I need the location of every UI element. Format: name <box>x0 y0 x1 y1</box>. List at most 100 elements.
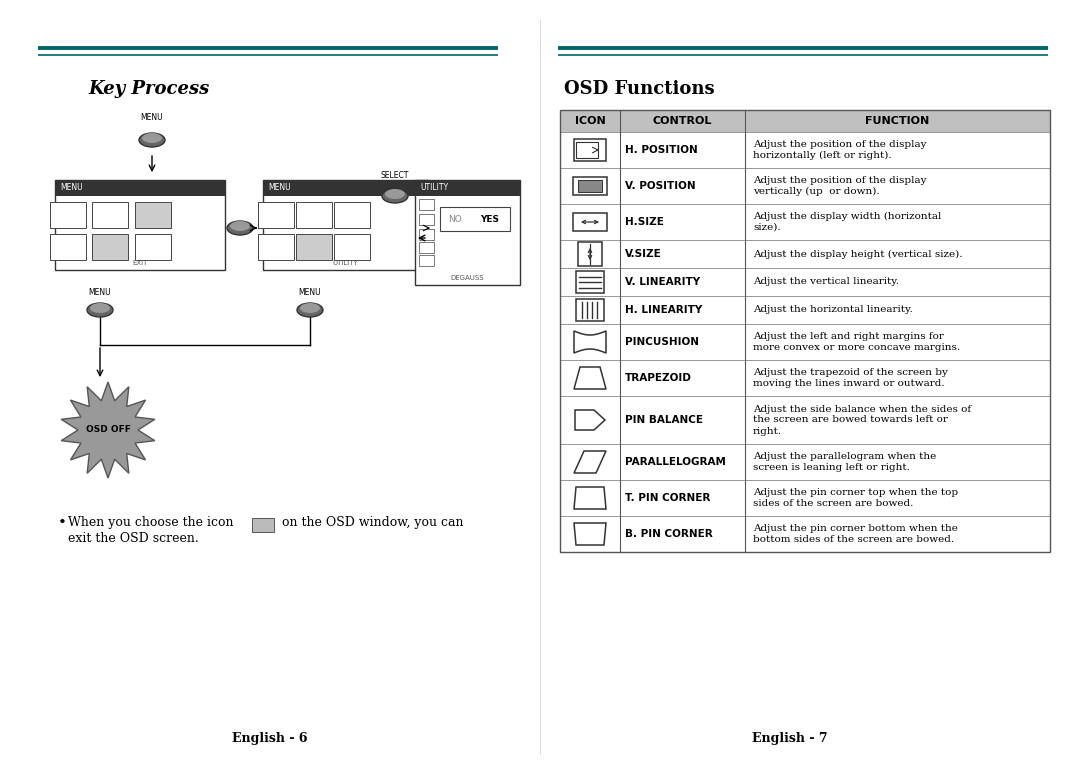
Text: H. LINEARITY: H. LINEARITY <box>625 305 702 315</box>
Ellipse shape <box>141 133 162 143</box>
Text: Key Process: Key Process <box>87 80 210 98</box>
Bar <box>419 214 434 225</box>
Text: English - 7: English - 7 <box>752 732 827 745</box>
Text: Adjust the vertical linearity.: Adjust the vertical linearity. <box>753 277 899 286</box>
Bar <box>296 202 332 228</box>
Text: T. PIN CORNER: T. PIN CORNER <box>625 493 711 503</box>
Polygon shape <box>62 382 154 478</box>
Text: size).: size). <box>753 223 781 232</box>
Text: PIN BALANCE: PIN BALANCE <box>625 415 703 425</box>
Polygon shape <box>573 451 606 473</box>
Text: MENU: MENU <box>140 113 163 122</box>
Text: DEGAUSS: DEGAUSS <box>450 275 484 281</box>
Text: Adjust the left and right margins for: Adjust the left and right margins for <box>753 332 944 341</box>
Bar <box>50 234 86 260</box>
Bar <box>561 110 1050 552</box>
Bar <box>92 202 129 228</box>
Bar <box>50 202 86 228</box>
Bar <box>573 139 606 161</box>
Text: •: • <box>58 516 67 530</box>
Text: OSD OFF: OSD OFF <box>85 426 131 435</box>
Bar <box>561 480 1050 516</box>
Bar <box>576 271 604 293</box>
Bar <box>419 199 434 210</box>
Text: Adjust the trapezoid of the screen by: Adjust the trapezoid of the screen by <box>753 368 948 377</box>
Text: MENU: MENU <box>89 288 111 297</box>
Bar <box>561 268 1050 296</box>
Bar <box>258 202 294 228</box>
Polygon shape <box>573 487 606 509</box>
Text: Adjust the pin corner top when the top: Adjust the pin corner top when the top <box>753 488 958 497</box>
Bar <box>561 204 1050 240</box>
Bar <box>135 234 171 260</box>
Text: When you choose the icon: When you choose the icon <box>68 516 233 529</box>
Text: Adjust the side balance when the sides of: Adjust the side balance when the sides o… <box>753 404 971 413</box>
Bar <box>415 180 519 196</box>
Ellipse shape <box>139 133 165 147</box>
Ellipse shape <box>230 221 249 231</box>
Text: Adjust the display width (horizontal: Adjust the display width (horizontal <box>753 212 942 221</box>
Text: FUNCTION: FUNCTION <box>865 116 930 126</box>
Text: MENU: MENU <box>299 288 322 297</box>
Polygon shape <box>573 367 606 389</box>
Bar <box>264 180 428 196</box>
Bar <box>334 202 370 228</box>
Ellipse shape <box>384 189 405 199</box>
Text: ICON: ICON <box>575 116 606 126</box>
Text: TRAPEZOID: TRAPEZOID <box>625 373 692 383</box>
Text: moving the lines inward or outward.: moving the lines inward or outward. <box>753 379 945 388</box>
Bar <box>440 207 510 231</box>
Bar <box>561 396 1050 444</box>
Bar <box>561 132 1050 168</box>
Bar <box>561 296 1050 324</box>
Bar <box>55 180 225 270</box>
Text: vertically (up  or down).: vertically (up or down). <box>753 187 879 196</box>
Text: Adjust the position of the display: Adjust the position of the display <box>753 140 927 149</box>
Text: bottom sides of the screen are bowed.: bottom sides of the screen are bowed. <box>753 535 954 544</box>
Bar <box>415 180 519 285</box>
Bar <box>264 180 428 270</box>
Text: Adjust the position of the display: Adjust the position of the display <box>753 176 927 185</box>
Text: B. PIN CORNER: B. PIN CORNER <box>625 529 713 539</box>
Text: more convex or more concave margins.: more convex or more concave margins. <box>753 343 960 352</box>
Bar <box>135 202 171 228</box>
Text: PARALLELOGRAM: PARALLELOGRAM <box>625 457 726 467</box>
Ellipse shape <box>297 303 323 317</box>
Bar <box>573 177 607 195</box>
Bar <box>573 213 607 231</box>
Ellipse shape <box>300 303 320 313</box>
Polygon shape <box>575 410 605 430</box>
Ellipse shape <box>87 303 113 317</box>
Bar <box>55 180 225 196</box>
Bar <box>576 299 604 321</box>
Text: UTILITY: UTILITY <box>420 183 448 193</box>
Text: NO: NO <box>448 215 462 224</box>
Bar <box>578 242 602 266</box>
Text: Adjust the parallelogram when the: Adjust the parallelogram when the <box>753 452 936 461</box>
Bar <box>419 255 434 266</box>
Text: H.SIZE: H.SIZE <box>625 217 664 227</box>
Text: UTILITY: UTILITY <box>333 260 357 266</box>
Bar <box>334 234 370 260</box>
Text: CONTROL: CONTROL <box>652 116 712 126</box>
Polygon shape <box>573 331 606 353</box>
Bar <box>561 516 1050 552</box>
Text: sides of the screen are bowed.: sides of the screen are bowed. <box>753 499 914 508</box>
Text: right.: right. <box>753 426 782 435</box>
Bar <box>578 180 602 192</box>
Text: the screen are bowed towards left or: the screen are bowed towards left or <box>753 416 948 425</box>
Bar <box>561 360 1050 396</box>
Text: V. POSITION: V. POSITION <box>625 181 696 191</box>
Text: SELECT: SELECT <box>381 171 409 180</box>
Text: EXIT: EXIT <box>133 260 148 266</box>
Text: Adjust the pin corner bottom when the: Adjust the pin corner bottom when the <box>753 524 958 533</box>
Bar <box>419 229 434 240</box>
Ellipse shape <box>382 189 408 203</box>
Text: MENU: MENU <box>60 183 83 193</box>
Text: H. POSITION: H. POSITION <box>625 145 698 155</box>
Text: PINCUSHION: PINCUSHION <box>625 337 699 347</box>
Text: screen is leaning left or right.: screen is leaning left or right. <box>753 463 909 472</box>
Text: YES: YES <box>481 215 499 224</box>
Bar <box>561 110 1050 132</box>
Text: English - 6: English - 6 <box>232 732 308 745</box>
